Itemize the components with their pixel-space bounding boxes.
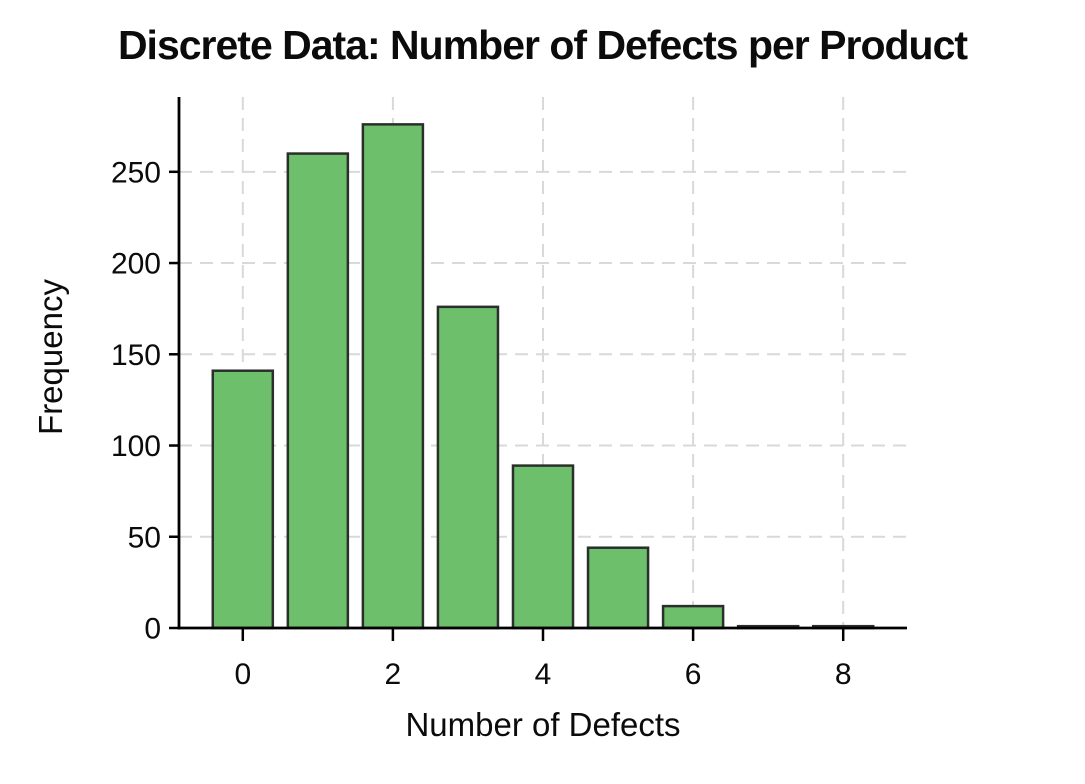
y-tick-label: 250	[111, 156, 161, 189]
bar-defects-6	[661, 604, 725, 630]
x-axis-label: Number of Defects	[405, 706, 681, 743]
y-tick-label: 200	[111, 248, 161, 281]
bar-defects-5	[586, 546, 650, 630]
y-tick-label: 0	[144, 613, 161, 646]
bar-defects-2	[361, 123, 425, 630]
y-tick-label: 50	[128, 521, 161, 554]
y-tick-label: 100	[111, 430, 161, 463]
x-tick-label: 6	[685, 658, 702, 691]
y-tick-label: 150	[111, 339, 161, 372]
x-tick-label: 4	[535, 658, 552, 691]
bar-defects-1	[286, 152, 350, 630]
x-tick-label: 0	[234, 658, 251, 691]
bar-defects-4	[511, 464, 575, 630]
y-axis-label: Frequency	[32, 279, 69, 435]
x-tick-label: 8	[835, 658, 852, 691]
x-tick-label: 2	[385, 658, 402, 691]
bar-defects-3	[436, 305, 500, 630]
chart-title: Discrete Data: Number of Defects per Pro…	[117, 22, 968, 68]
bar-defects-0	[211, 369, 275, 630]
